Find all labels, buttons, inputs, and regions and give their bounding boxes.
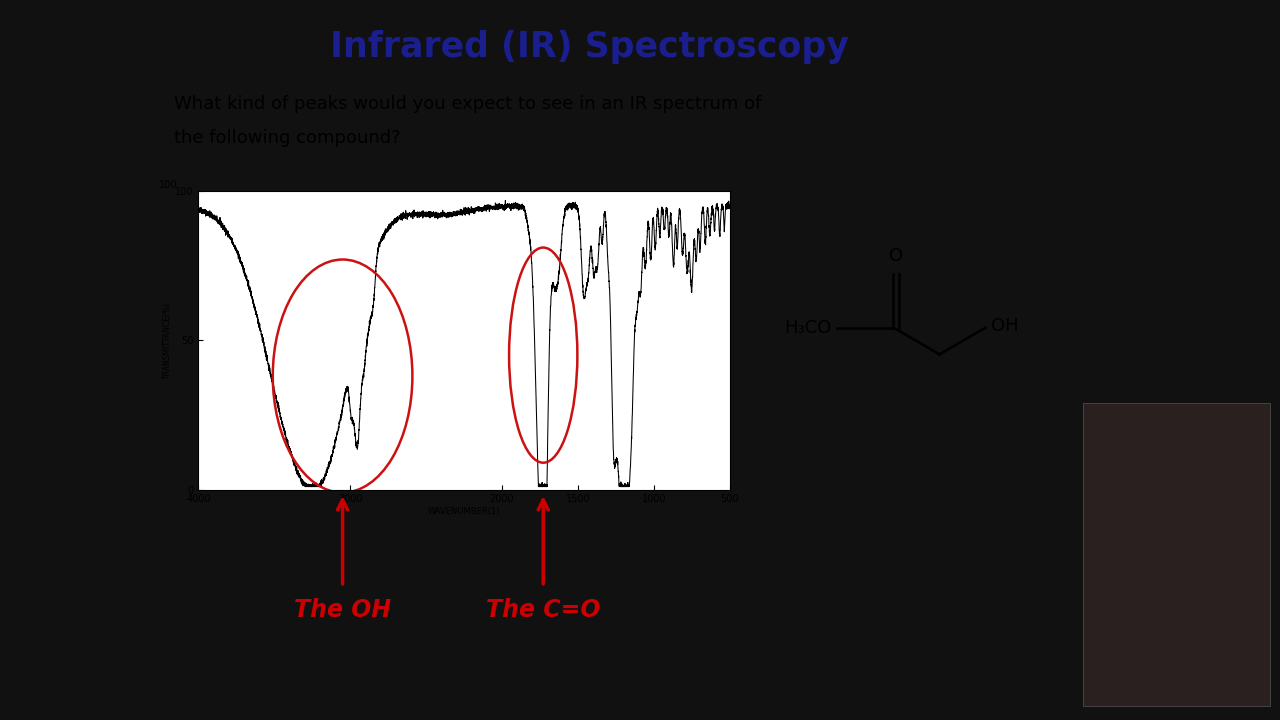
Text: What kind of peaks would you expect to see in an IR spectrum of: What kind of peaks would you expect to s… [174,95,762,113]
Text: O: O [890,247,904,265]
Text: The OH: The OH [294,598,392,621]
FancyBboxPatch shape [1083,403,1270,706]
Text: The C=O: The C=O [486,598,600,621]
Text: H₃CO: H₃CO [785,318,832,337]
Text: 8: 8 [1014,684,1025,701]
Y-axis label: TRANSMITTANCE(%): TRANSMITTANCE(%) [164,302,173,379]
Text: 100: 100 [159,180,177,190]
Text: the following compound?: the following compound? [174,130,401,148]
Text: IR Courtesy of SDBS Spectral Database for Organic
Compounds, http://riodb01.ibas: IR Courtesy of SDBS Spectral Database fo… [710,508,965,546]
Text: OH: OH [991,317,1019,335]
X-axis label: WAVENUMBER(1): WAVENUMBER(1) [428,507,500,516]
Text: Infrared (IR) Spectroscopy: Infrared (IR) Spectroscopy [330,30,849,64]
